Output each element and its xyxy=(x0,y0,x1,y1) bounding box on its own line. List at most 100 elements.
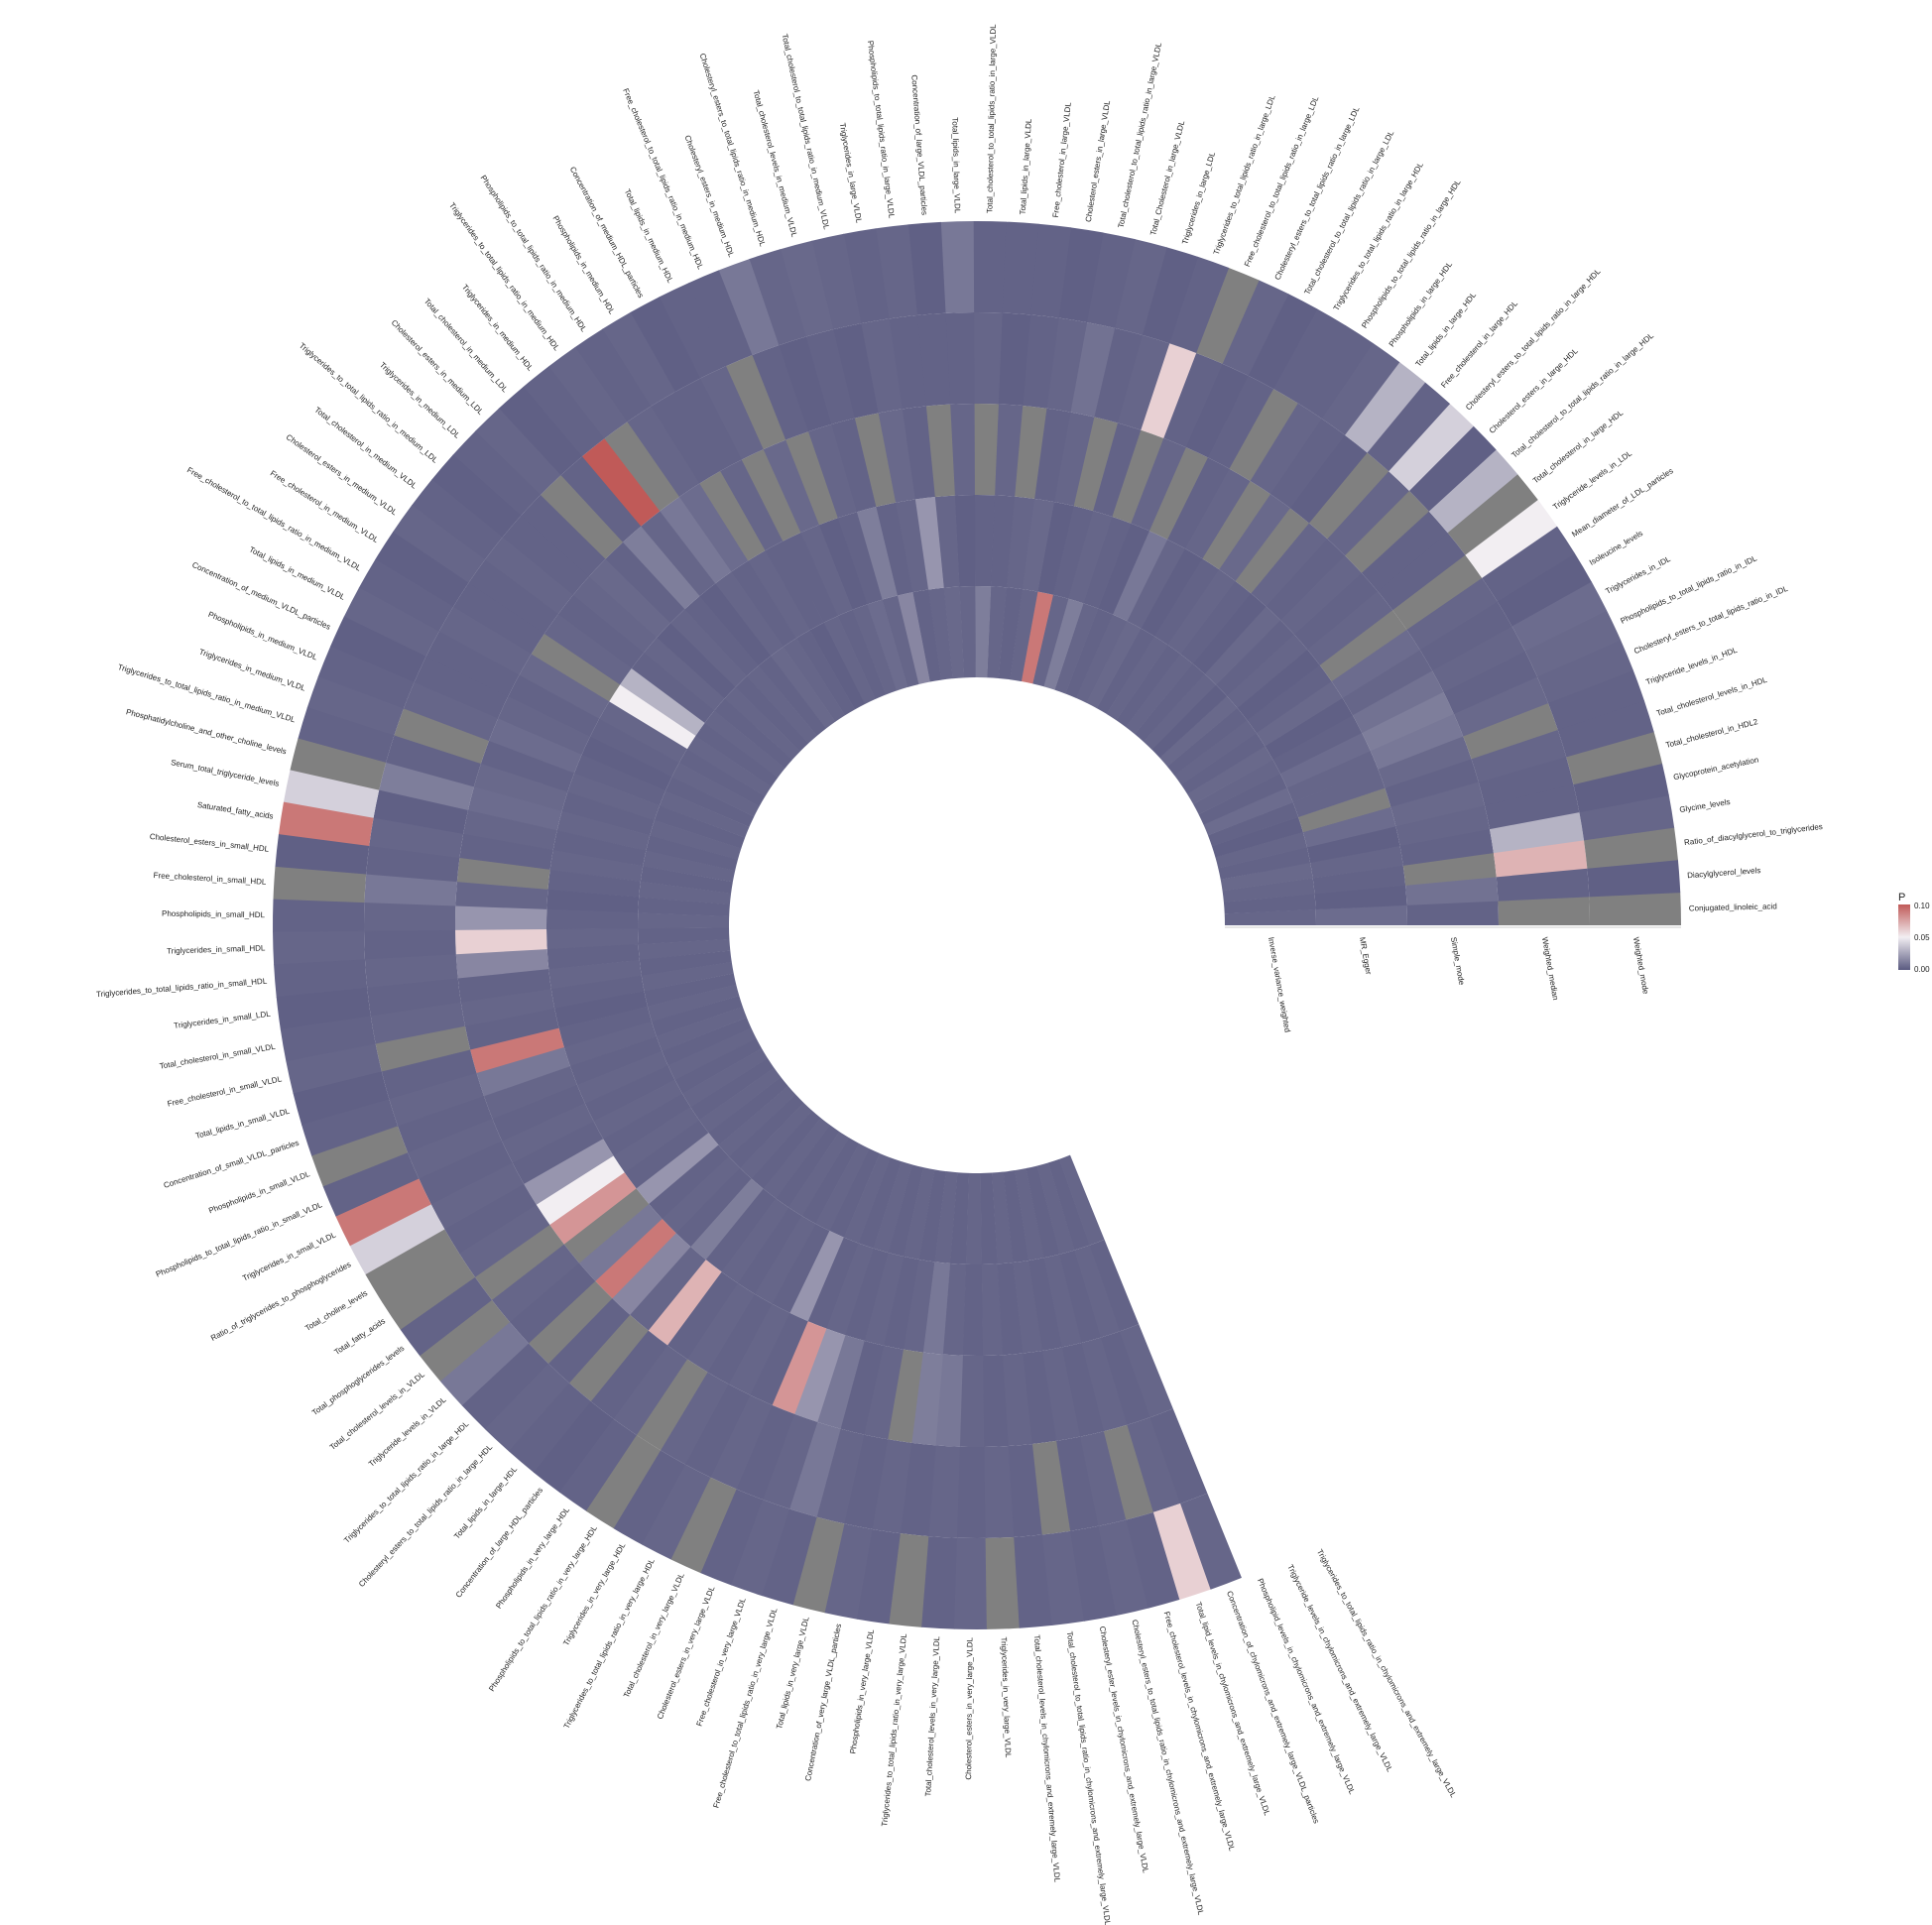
heatmap-cell xyxy=(785,431,838,526)
heatmap-cell xyxy=(1385,758,1479,807)
heatmap-cell xyxy=(290,738,387,791)
heatmap-cell xyxy=(1142,247,1199,344)
heatmap-cell xyxy=(593,1079,683,1140)
heatmap-cell xyxy=(365,1229,460,1303)
heatmap-cell xyxy=(573,754,666,806)
heatmap-cell xyxy=(644,973,737,1007)
heatmap-cell xyxy=(1256,680,1343,747)
heatmap-cell xyxy=(962,1263,984,1356)
heatmap-cell xyxy=(741,449,801,541)
heatmap-cell xyxy=(557,594,645,669)
heatmap-cell xyxy=(1306,825,1400,863)
heatmap-cell xyxy=(411,479,503,560)
heatmap-cell xyxy=(934,495,960,588)
heatmap-cell xyxy=(686,735,772,797)
heatmap-cell xyxy=(1408,425,1497,512)
heatmap-cell xyxy=(1223,894,1316,914)
heatmap-cell xyxy=(636,1133,719,1205)
category-label: Concentration_of_very_large_VLDL_particl… xyxy=(803,1624,843,1782)
heatmap-cell xyxy=(817,1335,866,1429)
heatmap-cell xyxy=(630,297,701,393)
heatmap-cell xyxy=(1319,609,1407,682)
heatmap-cell xyxy=(497,696,590,756)
heatmap-cell xyxy=(1029,223,1072,318)
heatmap-cell xyxy=(992,1171,1014,1264)
heatmap-cell xyxy=(590,1330,668,1419)
heatmap-cell xyxy=(762,1508,818,1606)
heatmap-cell xyxy=(1547,669,1644,731)
heatmap-cell xyxy=(1388,403,1474,491)
heatmap-cell xyxy=(648,1260,722,1346)
heatmap-cell xyxy=(1152,1503,1212,1600)
heatmap-cell xyxy=(274,959,368,998)
heatmap-cell xyxy=(367,978,461,1017)
legend-title: P xyxy=(1898,892,1905,903)
heatmap-cell xyxy=(843,1152,891,1244)
heatmap-cell xyxy=(659,283,727,379)
heatmap-cell xyxy=(1524,610,1622,677)
heatmap-cell xyxy=(1352,669,1444,734)
heatmap-cell xyxy=(488,718,582,774)
heatmap-cell xyxy=(1080,1431,1127,1526)
category-label: Total_lipids_in_very_large_VLDL xyxy=(775,1616,811,1731)
heatmap-cell xyxy=(1141,548,1203,637)
heatmap-cell xyxy=(510,1263,596,1344)
category-label: Concentration_of_medium_HDL_particles xyxy=(568,166,646,300)
heatmap-cell xyxy=(533,1401,614,1494)
heatmap-cell xyxy=(1248,294,1318,390)
heatmap-cell xyxy=(1344,490,1429,573)
heatmap-cell xyxy=(1021,591,1053,684)
category-label: Cholesterol_esters_in_medium_LDL xyxy=(390,318,486,418)
heatmap-cell xyxy=(904,1167,935,1261)
heatmap-cell xyxy=(1014,405,1047,499)
heatmap-cell xyxy=(749,249,806,346)
heatmap-cell xyxy=(275,834,370,876)
heatmap-cell xyxy=(724,686,800,761)
heatmap-cell xyxy=(907,221,946,315)
category-label: Triglycerides_in_very_large_VLDL xyxy=(1000,1636,1014,1758)
heatmap-cell xyxy=(467,786,562,831)
heatmap-cell xyxy=(1484,783,1580,830)
heatmap-cell xyxy=(386,735,481,787)
category-label: Triglycerides_in_large_VLDL xyxy=(838,122,864,224)
heatmap-cell xyxy=(965,1172,983,1264)
heatmap-cell xyxy=(520,495,606,577)
heatmap-cell xyxy=(983,1355,1010,1447)
heatmap-cell xyxy=(1453,676,1549,737)
heatmap-cell xyxy=(558,1418,638,1511)
heatmap-cell xyxy=(815,1143,870,1232)
heatmap-cell xyxy=(1006,496,1035,590)
category-label: Phospholipids_in_small_VLDL xyxy=(207,1169,311,1215)
heatmap-cell xyxy=(612,1233,691,1316)
heatmap-cell xyxy=(1162,352,1223,448)
category-label: Cholesteryl_esters_to_total_lipids_ratio… xyxy=(1632,584,1789,657)
category-label: Triglycerides_to_total_lipids_ratio_in_v… xyxy=(880,1632,908,1827)
heatmap-cell xyxy=(605,541,685,624)
heatmap-cell xyxy=(888,1349,924,1443)
heatmap-cell xyxy=(1312,865,1406,895)
heatmap-cell xyxy=(652,995,743,1037)
heatmap-cell xyxy=(656,1006,747,1052)
category-label: Total_cholesterol_in_medium_VLDL xyxy=(312,406,419,491)
heatmap-cell xyxy=(638,897,730,916)
heatmap-cell xyxy=(546,944,640,970)
heatmap-cell xyxy=(856,507,898,600)
heatmap-cell xyxy=(640,866,733,894)
category-label: Total_lipid_levels_in_chylomicrons_and_e… xyxy=(1194,1601,1272,1817)
heatmap-cell xyxy=(364,902,456,932)
heatmap-cell xyxy=(603,1093,691,1156)
heatmap-cell xyxy=(1216,620,1295,697)
heatmap-cell xyxy=(306,675,404,736)
heatmap-cell xyxy=(548,1298,631,1384)
heatmap-cell xyxy=(704,710,785,778)
heatmap-cell xyxy=(1471,729,1567,782)
category-label: Total_cholesterol_levels_in_HDL xyxy=(1655,675,1768,718)
heatmap-cell xyxy=(1202,480,1271,570)
heatmap-cell xyxy=(844,1434,889,1530)
heatmap-cell xyxy=(829,1148,881,1238)
heatmap-cell xyxy=(882,595,919,687)
heatmap-cell xyxy=(419,1141,513,1205)
heatmap-cell xyxy=(468,559,558,635)
heatmap-cell xyxy=(765,541,824,631)
heatmap-cell xyxy=(678,749,766,807)
